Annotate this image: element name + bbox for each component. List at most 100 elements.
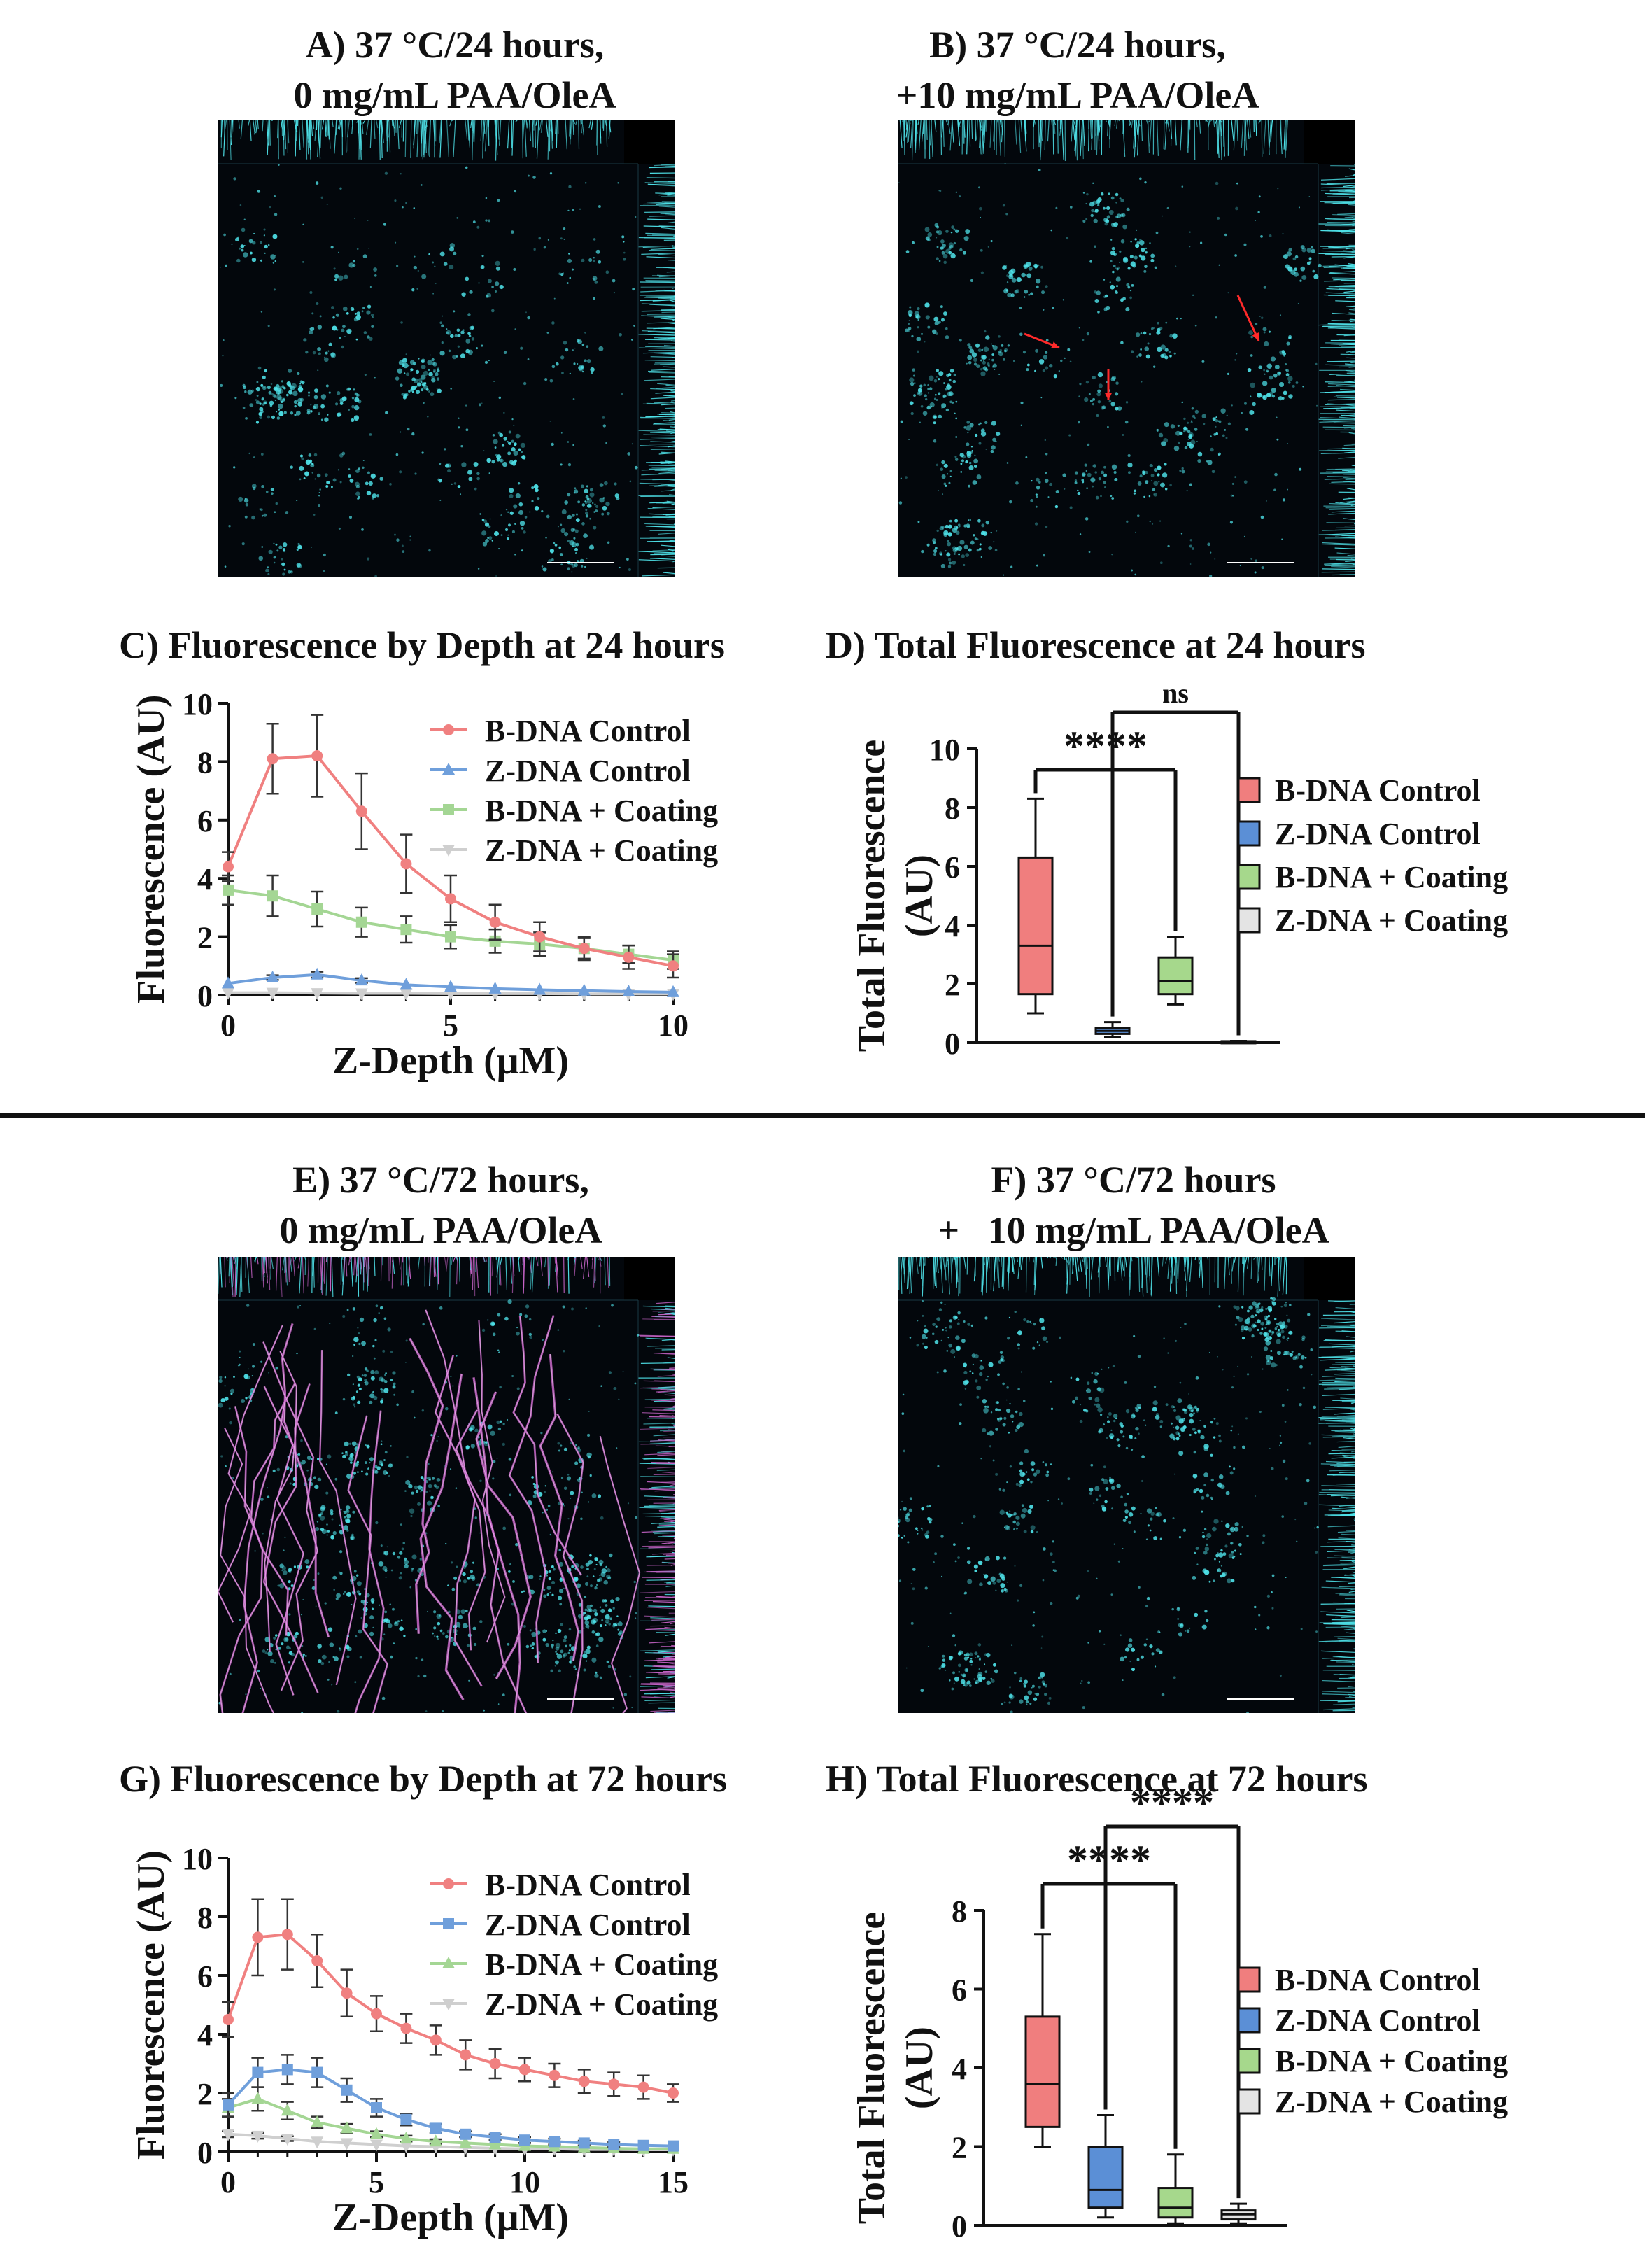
speckle <box>373 1318 377 1323</box>
speckle <box>1003 1416 1007 1420</box>
speckle <box>475 1672 477 1674</box>
speckle <box>224 1396 229 1401</box>
strip-line <box>653 1352 675 1355</box>
strip-line <box>639 1507 675 1509</box>
speckle <box>1295 1356 1297 1358</box>
strip-line <box>1052 120 1054 155</box>
speckle <box>316 1521 319 1523</box>
speckle <box>427 360 432 365</box>
speckle <box>236 258 241 263</box>
speckle <box>470 1428 473 1431</box>
speckle <box>1168 351 1171 353</box>
speckle <box>1104 294 1108 298</box>
speckle <box>633 1580 636 1584</box>
speckle <box>1243 243 1247 246</box>
speckle <box>486 293 492 298</box>
speckle <box>514 554 516 556</box>
speckle <box>1265 1354 1271 1360</box>
speckle <box>1062 299 1064 301</box>
speckle <box>567 1473 570 1476</box>
speckle <box>917 1533 919 1535</box>
speckle <box>1077 489 1079 492</box>
strip-line <box>488 120 490 146</box>
speckle <box>252 1343 255 1346</box>
strip-line <box>304 1257 306 1276</box>
speckle <box>574 1668 577 1670</box>
speckle <box>274 195 276 197</box>
strip-line <box>641 303 675 306</box>
speckle <box>487 536 490 540</box>
speckle <box>296 1352 298 1355</box>
speckle <box>926 405 931 410</box>
speckle <box>507 1642 510 1646</box>
strip-line <box>321 120 325 130</box>
speckle <box>1044 479 1049 484</box>
speckle <box>307 394 311 397</box>
speckle <box>991 365 995 368</box>
speckle <box>943 260 947 265</box>
speckle <box>229 1421 232 1425</box>
speckle <box>364 1367 368 1371</box>
strip-line <box>1331 1659 1355 1662</box>
speckle <box>1092 464 1096 468</box>
speckle <box>1270 356 1276 362</box>
speckle <box>955 417 958 420</box>
speckle <box>929 1518 933 1521</box>
speckle <box>417 1485 423 1490</box>
speckle <box>586 503 592 508</box>
speckle <box>1182 1408 1186 1411</box>
speckle <box>1257 393 1262 397</box>
speckle <box>304 471 309 477</box>
speckle <box>336 1710 340 1713</box>
speckle <box>466 1644 470 1647</box>
speckle <box>1008 500 1012 504</box>
speckle <box>963 426 966 429</box>
speckle <box>1045 351 1048 354</box>
speckle <box>299 478 302 481</box>
strip-line <box>523 1257 525 1294</box>
speckle <box>935 547 938 550</box>
strip-line <box>1131 1257 1133 1262</box>
strip-line <box>525 120 528 129</box>
strip-line <box>661 467 675 470</box>
speckle <box>420 1476 424 1479</box>
speckle <box>465 276 470 281</box>
speckle <box>962 251 967 255</box>
speckle <box>1045 453 1048 456</box>
speckle <box>246 1304 250 1307</box>
strip-line <box>297 1257 301 1269</box>
speckle <box>401 544 404 547</box>
speckle <box>1103 465 1106 469</box>
speckle <box>1263 286 1266 289</box>
speckle <box>934 1339 939 1344</box>
strip-line <box>275 1257 278 1291</box>
strip-line <box>642 351 675 354</box>
speckle <box>293 1565 297 1568</box>
speckle <box>984 330 987 333</box>
speckle <box>361 310 364 313</box>
speckle <box>1235 206 1238 211</box>
speckle <box>1292 1356 1297 1360</box>
speckle <box>386 1388 389 1391</box>
speckle <box>351 1533 354 1537</box>
speckle <box>320 1661 325 1665</box>
speckle <box>1258 365 1263 369</box>
speckle <box>442 315 443 317</box>
speckle <box>381 1398 384 1401</box>
speckle <box>981 523 985 528</box>
speckle <box>493 531 500 537</box>
speckle <box>318 1659 322 1663</box>
speckle <box>1245 428 1249 431</box>
speckle <box>961 554 965 558</box>
speckle <box>1086 487 1088 489</box>
speckle <box>899 1509 902 1511</box>
speckle <box>258 556 264 561</box>
speckle <box>987 1405 989 1409</box>
speckle <box>1079 1404 1082 1406</box>
strip-line <box>1322 1393 1355 1396</box>
speckle <box>633 325 635 327</box>
strip-line <box>332 120 334 127</box>
strip-line <box>646 256 675 259</box>
speckle <box>245 1693 247 1696</box>
speckle <box>348 262 354 268</box>
